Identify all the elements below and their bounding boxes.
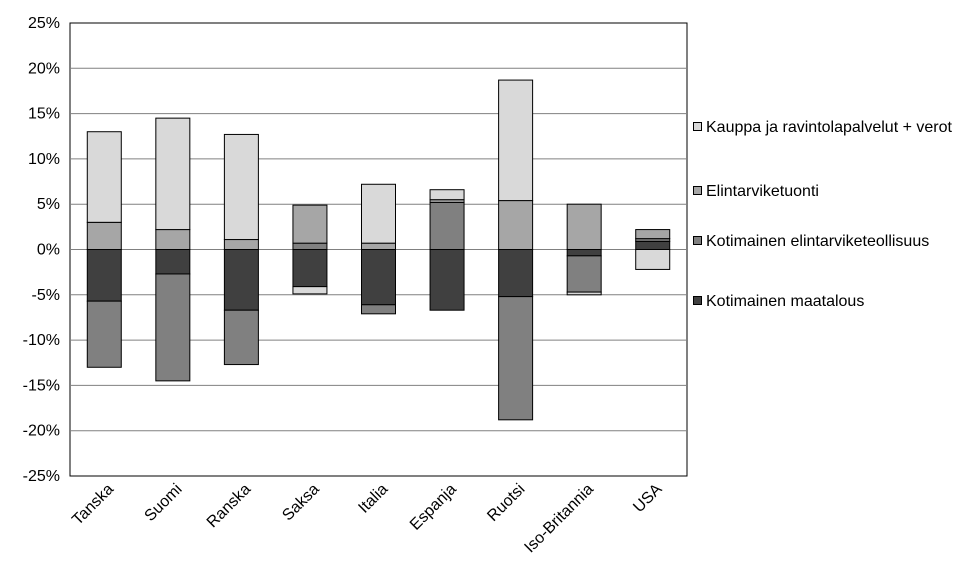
bar-segment	[566, 291, 602, 296]
bar-segment	[155, 249, 191, 275]
legend-label: Kotimainen maatalous	[706, 293, 865, 310]
y-tick-label: -15%	[23, 377, 60, 394]
legend-swatch	[693, 122, 702, 131]
y-tick-label: -25%	[23, 468, 60, 485]
bar-segment	[292, 286, 328, 295]
y-axis-ticks: 25% 20% 15% 10% 5% 0% -5% -10% -15% -20% -25%	[23, 15, 60, 485]
bar-segment	[498, 249, 534, 298]
x-tick-label: Tanska	[69, 481, 117, 529]
legend-label: Elintarviketuonti	[706, 183, 819, 200]
bar-segment	[429, 189, 465, 201]
bar-segment	[498, 296, 534, 421]
bar-segment	[361, 183, 396, 244]
bar-segment	[361, 249, 396, 306]
x-tick-label: USA	[630, 481, 666, 517]
bar-segment	[292, 242, 328, 251]
bar-segment	[86, 300, 122, 368]
bar-segment	[498, 200, 534, 251]
x-tick-label: Iso-Britannia	[521, 481, 597, 557]
bar-segment	[155, 117, 191, 231]
x-tick-label: Saksa	[279, 481, 323, 525]
y-tick-label: 10%	[28, 151, 60, 168]
bars	[86, 79, 671, 421]
y-tick-label: -5%	[32, 287, 60, 304]
y-tick-label: 0%	[37, 242, 60, 259]
y-tick-label: 5%	[37, 196, 60, 213]
x-tick-label: Italia	[355, 481, 391, 517]
bar-segment	[223, 249, 259, 311]
x-tick-label: Ruotsi	[484, 481, 528, 525]
y-tick-label: 15%	[28, 106, 60, 123]
bar-segment	[86, 249, 122, 302]
bar-segment	[292, 249, 328, 288]
bar-segment	[566, 249, 602, 257]
x-tick-label: Ranska	[204, 481, 254, 531]
x-tick-label: Espanja	[407, 481, 460, 534]
bar-segment	[86, 131, 122, 223]
legend-item: Kotimainen elintarviketeollisuus	[693, 232, 973, 251]
legend-swatch	[693, 186, 702, 195]
bar-segment	[86, 221, 122, 251]
bar-segment	[155, 229, 191, 250]
bar-segment	[635, 240, 671, 250]
bar-segment	[635, 229, 671, 240]
bar-segment	[429, 249, 465, 311]
x-axis-ticks: Tanska Suomi Ranska Saksa Italia Espanja Ruots…	[69, 481, 666, 557]
bar-segment	[429, 201, 465, 250]
legend-swatch	[693, 296, 702, 305]
bar-segment	[498, 79, 534, 202]
bar-segment	[155, 273, 191, 382]
bar-segment	[292, 204, 328, 244]
legend-item: Kauppa ja ravintolapalvelut + verot	[693, 118, 973, 137]
bar-segment	[223, 309, 259, 366]
bar-segment	[361, 304, 396, 315]
bar-segment	[566, 203, 602, 250]
legend-item: Elintarviketuonti	[693, 182, 973, 201]
y-tick-label: -20%	[23, 423, 60, 440]
y-tick-label: 20%	[28, 60, 60, 77]
legend-label: Kauppa ja ravintolapalvelut + verot	[706, 119, 952, 136]
y-tick-label: 25%	[28, 15, 60, 32]
bar-segment	[223, 239, 259, 250]
bar-segment	[361, 242, 396, 251]
legend-item: Kotimainen maatalous	[693, 292, 973, 311]
bar-segment	[566, 255, 602, 293]
legend-label: Kotimainen elintarviketeollisuus	[706, 233, 930, 250]
legend-swatch	[693, 236, 702, 245]
bar-segment	[223, 133, 259, 241]
bar-segment	[635, 249, 671, 270]
x-tick-label: Suomi	[142, 481, 186, 525]
y-tick-label: -10%	[23, 332, 60, 349]
